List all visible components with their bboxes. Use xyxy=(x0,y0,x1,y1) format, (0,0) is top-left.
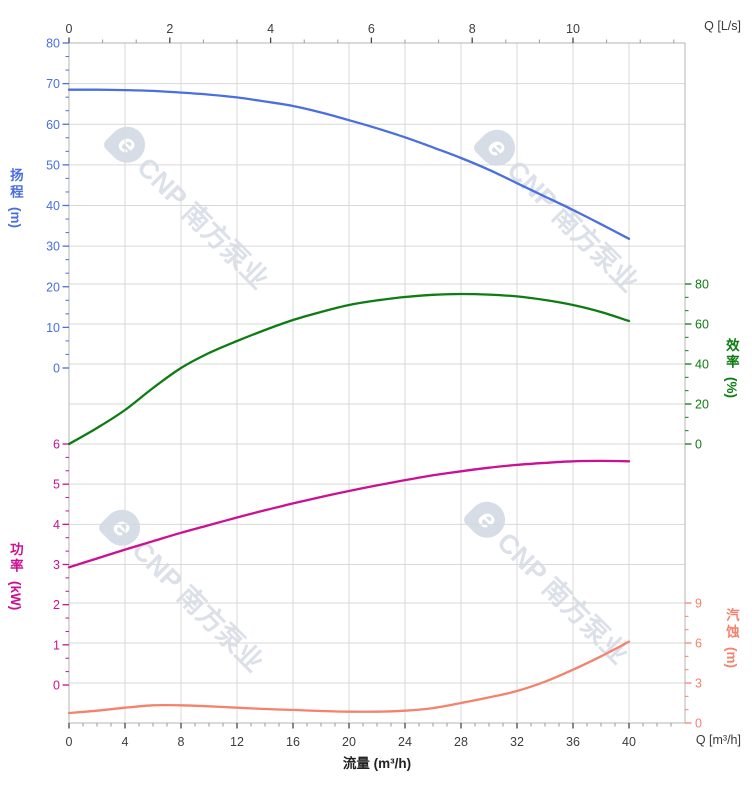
svg-text:10: 10 xyxy=(566,22,580,36)
svg-text:20: 20 xyxy=(695,398,709,412)
svg-text:40: 40 xyxy=(46,199,60,213)
power-axis: 0 1 2 3 4 5 6 xyxy=(53,438,69,693)
svg-text:24: 24 xyxy=(398,735,412,749)
svg-text:0: 0 xyxy=(53,679,60,693)
svg-text:6: 6 xyxy=(368,22,375,36)
svg-text:30: 30 xyxy=(46,240,60,254)
svg-text:4: 4 xyxy=(53,518,60,532)
efficiency-axis: 0 20 40 60 80 xyxy=(685,278,709,452)
npsh-axis-title-text: 汽蚀 xyxy=(723,608,739,641)
svg-text:60: 60 xyxy=(695,318,709,332)
svg-text:28: 28 xyxy=(454,735,468,749)
svg-text:80: 80 xyxy=(695,278,709,292)
svg-text:8: 8 xyxy=(178,735,185,749)
svg-text:4: 4 xyxy=(122,735,129,749)
svg-text:2: 2 xyxy=(166,22,173,36)
efficiency-axis-title: 效率 (%) xyxy=(722,338,739,398)
svg-text:1: 1 xyxy=(53,638,60,652)
svg-text:36: 36 xyxy=(566,735,580,749)
npsh-axis: 0 3 6 9 xyxy=(685,597,702,731)
grid xyxy=(69,43,685,723)
svg-text:40: 40 xyxy=(695,358,709,372)
svg-text:5: 5 xyxy=(53,478,60,492)
top-axis-unit-label: Q [L/s] xyxy=(704,19,741,33)
svg-text:0: 0 xyxy=(66,22,73,36)
svg-text:70: 70 xyxy=(46,77,60,91)
head-axis-unit: (m) xyxy=(7,207,23,228)
svg-text:8: 8 xyxy=(469,22,476,36)
x-axis-bottom: 0 4 8 12 16 20 24 28 32 36 40 xyxy=(66,723,672,749)
svg-text:0: 0 xyxy=(53,362,60,376)
efficiency-axis-title-text: 效率 xyxy=(723,338,739,371)
head-axis-title-text: 扬程 xyxy=(7,168,23,201)
power-axis-title: 功率 (kW) xyxy=(6,542,23,610)
svg-text:60: 60 xyxy=(46,118,60,132)
svg-text:32: 32 xyxy=(510,735,524,749)
svg-text:3: 3 xyxy=(53,558,60,572)
npsh-axis-title: 汽蚀 (m) xyxy=(722,608,739,668)
head-axis-title: 扬程 (m) xyxy=(6,168,23,228)
svg-text:0: 0 xyxy=(695,438,702,452)
svg-text:4: 4 xyxy=(267,22,274,36)
power-curve xyxy=(67,459,631,569)
efficiency-axis-unit: (%) xyxy=(723,377,739,398)
power-axis-title-text: 功率 xyxy=(7,542,23,575)
svg-text:0: 0 xyxy=(66,735,73,749)
head-curve xyxy=(67,88,631,240)
npsh-axis-unit: (m) xyxy=(723,647,739,668)
svg-text:80: 80 xyxy=(46,37,60,51)
svg-text:20: 20 xyxy=(342,735,356,749)
x-axis-top: 0 2 4 6 8 10 xyxy=(66,22,675,43)
svg-text:16: 16 xyxy=(286,735,300,749)
bottom-axis-unit-label: Q [m³/h] xyxy=(695,733,741,747)
svg-text:20: 20 xyxy=(46,280,60,294)
npsh-curve xyxy=(67,640,631,715)
svg-text:50: 50 xyxy=(46,158,60,172)
svg-text:2: 2 xyxy=(53,598,60,612)
curves xyxy=(67,88,631,715)
svg-text:3: 3 xyxy=(695,677,702,691)
svg-text:6: 6 xyxy=(53,438,60,452)
svg-text:6: 6 xyxy=(695,637,702,651)
svg-text:9: 9 xyxy=(695,597,702,611)
power-axis-unit: (kW) xyxy=(7,581,23,611)
svg-text:0: 0 xyxy=(695,717,702,731)
efficiency-curve xyxy=(67,292,631,446)
flow-axis-title: 流量 (m³/h) xyxy=(342,756,412,771)
svg-text:12: 12 xyxy=(230,735,244,749)
head-axis: 0 10 20 30 40 50 60 70 80 xyxy=(46,37,69,376)
svg-text:40: 40 xyxy=(622,735,636,749)
svg-text:10: 10 xyxy=(46,321,60,335)
